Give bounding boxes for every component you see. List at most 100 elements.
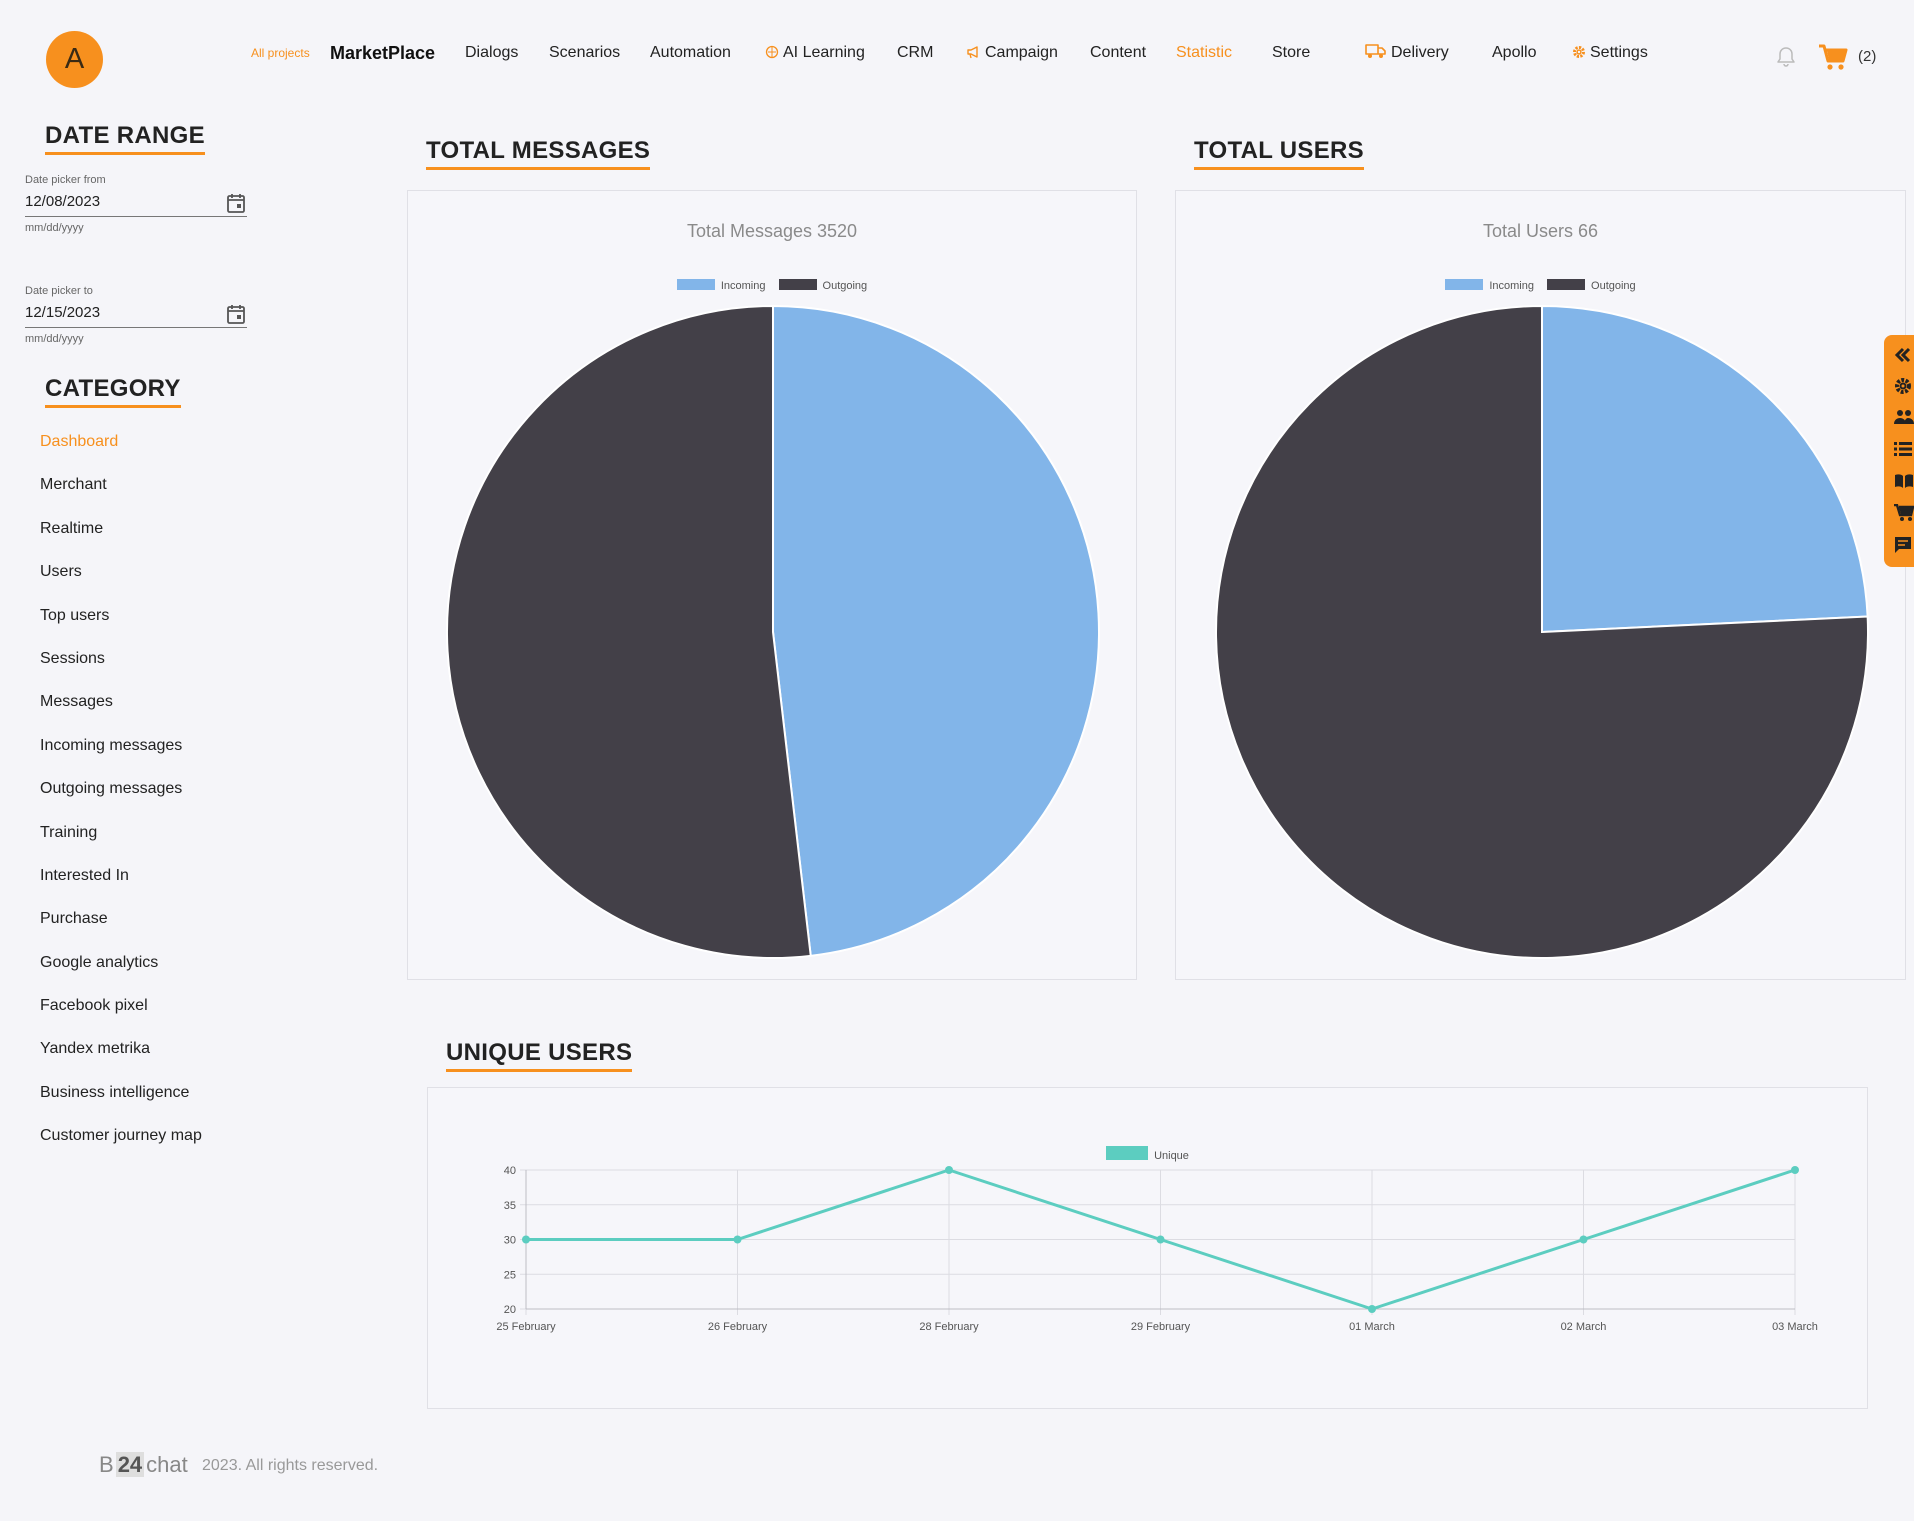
date-picker-from: Date picker from 12/08/2023 mm/dd/yyyy	[25, 174, 247, 234]
nav-campaign[interactable]: Campaign	[966, 38, 1058, 68]
category-item-top-users[interactable]: Top users	[40, 606, 110, 624]
nav-all-projects[interactable]: All projects	[251, 46, 310, 60]
total-users-chart-title: Total Users 66	[1482, 221, 1599, 241]
data-point-unique[interactable]	[945, 1166, 953, 1174]
cart-count-badge: (2)	[1858, 48, 1877, 65]
nav-content[interactable]: Content	[1090, 44, 1147, 61]
category-item-yandex-metrika[interactable]: Yandex metrika	[40, 1040, 150, 1058]
legend-unique[interactable]: Unique	[1106, 1146, 1189, 1162]
x-tick-label: 02 March	[1561, 1321, 1607, 1333]
legend-outgoing[interactable]: Outgoing	[1547, 279, 1636, 292]
total-users-pie	[1215, 304, 1869, 959]
cart-icon[interactable]	[1894, 504, 1914, 522]
total-messages-title: TOTAL MESSAGES	[426, 137, 651, 170]
nav-store[interactable]: Store	[1272, 44, 1311, 61]
category-item-training[interactable]: Training	[40, 823, 98, 841]
calendar-icon[interactable]	[227, 193, 245, 213]
nav-crm[interactable]: CRM	[897, 44, 934, 61]
footer-logo-number: 24	[115, 1452, 145, 1477]
gear-icon[interactable]	[1894, 377, 1912, 395]
category-item-google-analytics[interactable]: Google analytics	[40, 953, 159, 971]
bell-icon[interactable]	[1776, 46, 1796, 68]
category-item-users[interactable]: Users	[40, 563, 82, 581]
truck-icon	[1365, 44, 1386, 58]
footer-logo-chat: chat	[146, 1452, 188, 1477]
nav-ai-learning-label: AI Learning	[783, 44, 865, 61]
nav-automation[interactable]: Automation	[650, 44, 731, 61]
total-users-legend: Incoming Outgoing	[1176, 279, 1905, 292]
date-to-label: Date picker to	[25, 285, 93, 297]
y-tick-label: 20	[504, 1304, 516, 1316]
legend-outgoing[interactable]: Outgoing	[778, 279, 867, 292]
nav-ai-learning[interactable]: AI Learning	[765, 38, 865, 68]
unique-users-panel: Unique 20 25 30 35 40 25 February 26 February 2…	[427, 1087, 1868, 1409]
category-item-outgoing-messages[interactable]: Outgoing messages	[40, 780, 183, 798]
nav-campaign-label: Campaign	[985, 44, 1058, 61]
total-users-slice-outgoing[interactable]	[1215, 304, 1869, 959]
data-point-unique[interactable]	[1368, 1305, 1376, 1313]
legend-incoming-swatch	[676, 279, 715, 290]
date-from-input[interactable]: 12/08/2023	[25, 191, 247, 217]
nav-settings[interactable]: Settings	[1572, 38, 1648, 68]
date-from-value: 12/08/2023	[25, 193, 101, 210]
legend-incoming-label: Incoming	[1489, 280, 1534, 292]
category-item-sessions[interactable]: Sessions	[40, 649, 105, 667]
user-avatar[interactable]: A	[46, 31, 103, 88]
date-to-input[interactable]: 12/15/2023	[25, 302, 247, 328]
date-to-hint: mm/dd/yyyy	[25, 333, 84, 345]
legend-incoming-swatch	[1445, 279, 1484, 290]
book-icon[interactable]	[1894, 473, 1914, 489]
x-tick-label: 26 February	[708, 1321, 768, 1333]
total-messages-pie	[446, 304, 1100, 959]
x-tick-label: 28 February	[919, 1321, 979, 1333]
nav-delivery[interactable]: Delivery	[1365, 38, 1449, 68]
megaphone-icon	[967, 46, 978, 59]
users-icon[interactable]	[1894, 409, 1914, 425]
side-tool-strip	[1884, 335, 1914, 567]
category-item-purchase[interactable]: Purchase	[40, 910, 108, 928]
legend-incoming[interactable]: Incoming	[1445, 279, 1534, 292]
category-item-customer-journey-map[interactable]: Customer journey map	[40, 1127, 202, 1145]
category-item-business-intelligence[interactable]: Business intelligence	[40, 1083, 190, 1101]
y-tick-label: 35	[504, 1200, 516, 1212]
nav-dialogs[interactable]: Dialogs	[465, 44, 519, 61]
data-point-unique[interactable]	[1579, 1235, 1588, 1244]
total-messages-slice-incoming[interactable]	[772, 304, 1100, 957]
nav-scenarios[interactable]: Scenarios	[549, 44, 621, 61]
list-icon[interactable]	[1894, 441, 1912, 457]
nav-apollo[interactable]: Apollo	[1492, 44, 1537, 61]
x-tick-label: 03 March	[1772, 1321, 1818, 1333]
unique-users-line-chart: 20 25 30 35 40 25 February 26 February 28 Febru…	[496, 1165, 1818, 1333]
category-item-interested-in[interactable]: Interested In	[40, 866, 129, 884]
nav-brand-marketplace[interactable]: MarketPlace	[330, 43, 436, 63]
data-point-unique[interactable]	[522, 1235, 530, 1244]
chat-icon[interactable]	[1894, 536, 1912, 554]
category-item-merchant[interactable]: Merchant	[40, 476, 107, 494]
data-point-unique[interactable]	[1156, 1235, 1165, 1244]
total-users-slice-incoming[interactable]	[1541, 304, 1869, 634]
legend-incoming-label: Incoming	[720, 280, 766, 292]
total-messages-chart-title: Total Messages 3520	[686, 221, 858, 241]
footer-logo-b: B	[99, 1452, 114, 1477]
total-users-title: TOTAL USERS	[1194, 137, 1364, 170]
category-item-incoming-messages[interactable]: Incoming messages	[40, 736, 183, 754]
unique-users-legend: Unique	[428, 1146, 1867, 1162]
category-item-dashboard[interactable]: Dashboard	[40, 433, 119, 450]
date-picker-to: Date picker to 12/15/2023 mm/dd/yyyy	[25, 285, 247, 345]
cart-icon[interactable]	[1818, 44, 1848, 72]
legend-outgoing-swatch	[778, 279, 817, 290]
double-chevron-left-icon[interactable]	[1894, 347, 1912, 363]
total-messages-panel: Total Messages 3520 Incoming Outgoing	[407, 190, 1137, 980]
category-item-realtime[interactable]: Realtime	[40, 519, 104, 537]
data-point-unique[interactable]	[1791, 1166, 1799, 1174]
category-item-messages[interactable]: Messages	[40, 693, 113, 711]
data-point-unique[interactable]	[733, 1235, 742, 1244]
unique-users-title: UNIQUE USERS	[446, 1039, 633, 1072]
calendar-icon[interactable]	[227, 304, 245, 324]
legend-incoming[interactable]: Incoming	[676, 279, 766, 292]
category-item-facebook-pixel[interactable]: Facebook pixel	[40, 997, 148, 1015]
x-tick-label: 29 February	[1131, 1321, 1191, 1333]
y-tick-label: 30	[504, 1235, 516, 1247]
total-messages-slice-outgoing[interactable]	[446, 304, 812, 959]
nav-statistic[interactable]: Statistic	[1176, 44, 1233, 61]
